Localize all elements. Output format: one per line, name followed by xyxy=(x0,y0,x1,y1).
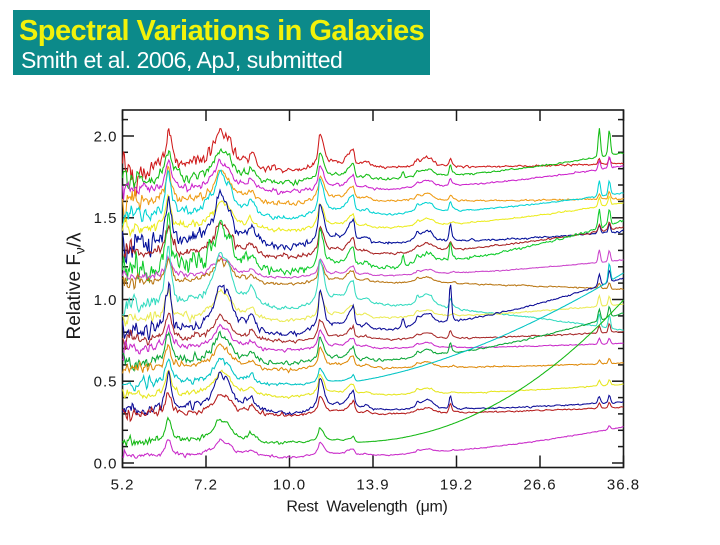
svg-text:10.0: 10.0 xyxy=(273,477,306,494)
svg-text:0.5: 0.5 xyxy=(94,374,118,391)
svg-text:7.2: 7.2 xyxy=(194,477,218,494)
svg-text:Rest Wavelength (μm): Rest Wavelength (μm) xyxy=(286,499,447,516)
svg-text:1.0: 1.0 xyxy=(94,292,118,309)
svg-text:5.2: 5.2 xyxy=(111,477,135,494)
svg-text:19.2: 19.2 xyxy=(440,477,473,494)
svg-text:2.0: 2.0 xyxy=(94,128,118,145)
svg-text:0.0: 0.0 xyxy=(94,455,118,472)
svg-text:1.5: 1.5 xyxy=(94,210,118,227)
svg-text:Relative Fν/λ: Relative Fν/λ xyxy=(64,232,88,340)
svg-text:26.6: 26.6 xyxy=(523,477,556,494)
svg-text:36.8: 36.8 xyxy=(607,477,640,494)
svg-text:13.9: 13.9 xyxy=(356,477,389,494)
